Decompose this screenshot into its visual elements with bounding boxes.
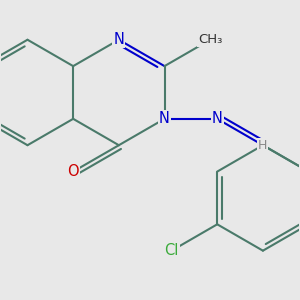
Text: N: N bbox=[212, 111, 223, 126]
Text: H: H bbox=[258, 139, 268, 152]
Text: N: N bbox=[159, 111, 170, 126]
Text: N: N bbox=[113, 32, 124, 47]
Text: Cl: Cl bbox=[164, 243, 179, 258]
Text: O: O bbox=[68, 164, 79, 179]
Text: CH₃: CH₃ bbox=[198, 33, 222, 46]
